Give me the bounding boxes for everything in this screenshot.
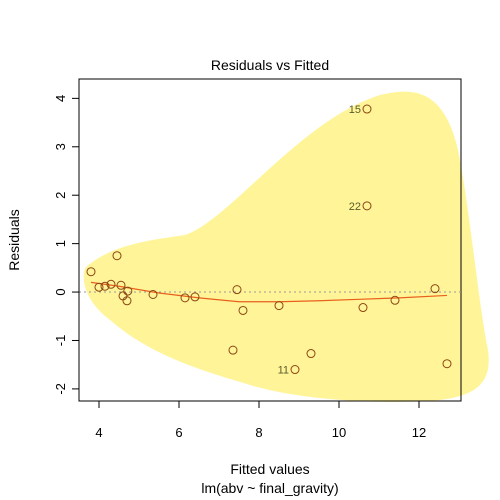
data-point	[232, 285, 242, 295]
data-point	[274, 301, 284, 311]
data-point	[430, 284, 440, 294]
y-tick-label: -1	[53, 335, 68, 347]
x-tick-label: 8	[255, 425, 262, 440]
y-tick-label: 2	[53, 192, 68, 199]
y-tick-label: 0	[53, 288, 68, 295]
smooth-line	[90, 281, 448, 303]
data-point	[122, 296, 132, 306]
x-axis: 4 6 8 10 12	[95, 400, 426, 440]
data-point	[238, 305, 248, 315]
chart-title: Residuals vs Fitted	[211, 57, 329, 73]
y-tick-label: -2	[53, 383, 68, 395]
data-point	[190, 292, 200, 302]
data-point	[228, 345, 238, 355]
data-point	[180, 293, 190, 303]
data-point	[306, 349, 316, 359]
data-point	[390, 295, 400, 305]
data-point	[362, 104, 372, 114]
x-tick-label: 12	[412, 425, 426, 440]
point-label: 11	[278, 365, 289, 377]
x-axis-label: Fitted values	[230, 461, 309, 477]
point-labels: 11 15 22	[278, 104, 361, 377]
data-point	[100, 281, 110, 291]
x-axis-sublabel: lm(abv ~ final_gravity)	[201, 480, 338, 496]
y-tick-label: 3	[53, 143, 68, 150]
point-label: 15	[349, 104, 361, 116]
data-point	[116, 280, 126, 290]
data-point	[112, 251, 122, 261]
y-tick-label: 1	[53, 240, 68, 247]
y-axis: -2 -1 0 1 2 3 4	[53, 95, 80, 395]
data-points	[86, 104, 452, 375]
data-point	[123, 286, 133, 296]
x-tick-label: 4	[95, 425, 102, 440]
data-point	[106, 279, 116, 289]
data-point	[358, 303, 368, 313]
data-point	[442, 359, 452, 369]
y-axis-label: Residuals	[6, 209, 22, 270]
x-tick-label: 6	[175, 425, 182, 440]
data-point	[86, 267, 96, 277]
point-label: 22	[349, 201, 361, 213]
highlight-blob	[83, 91, 489, 402]
data-point	[290, 365, 300, 375]
y-tick-label: 4	[53, 95, 68, 102]
data-point	[94, 282, 104, 292]
data-point	[148, 289, 158, 299]
x-tick-label: 10	[332, 425, 346, 440]
data-point	[362, 201, 372, 211]
